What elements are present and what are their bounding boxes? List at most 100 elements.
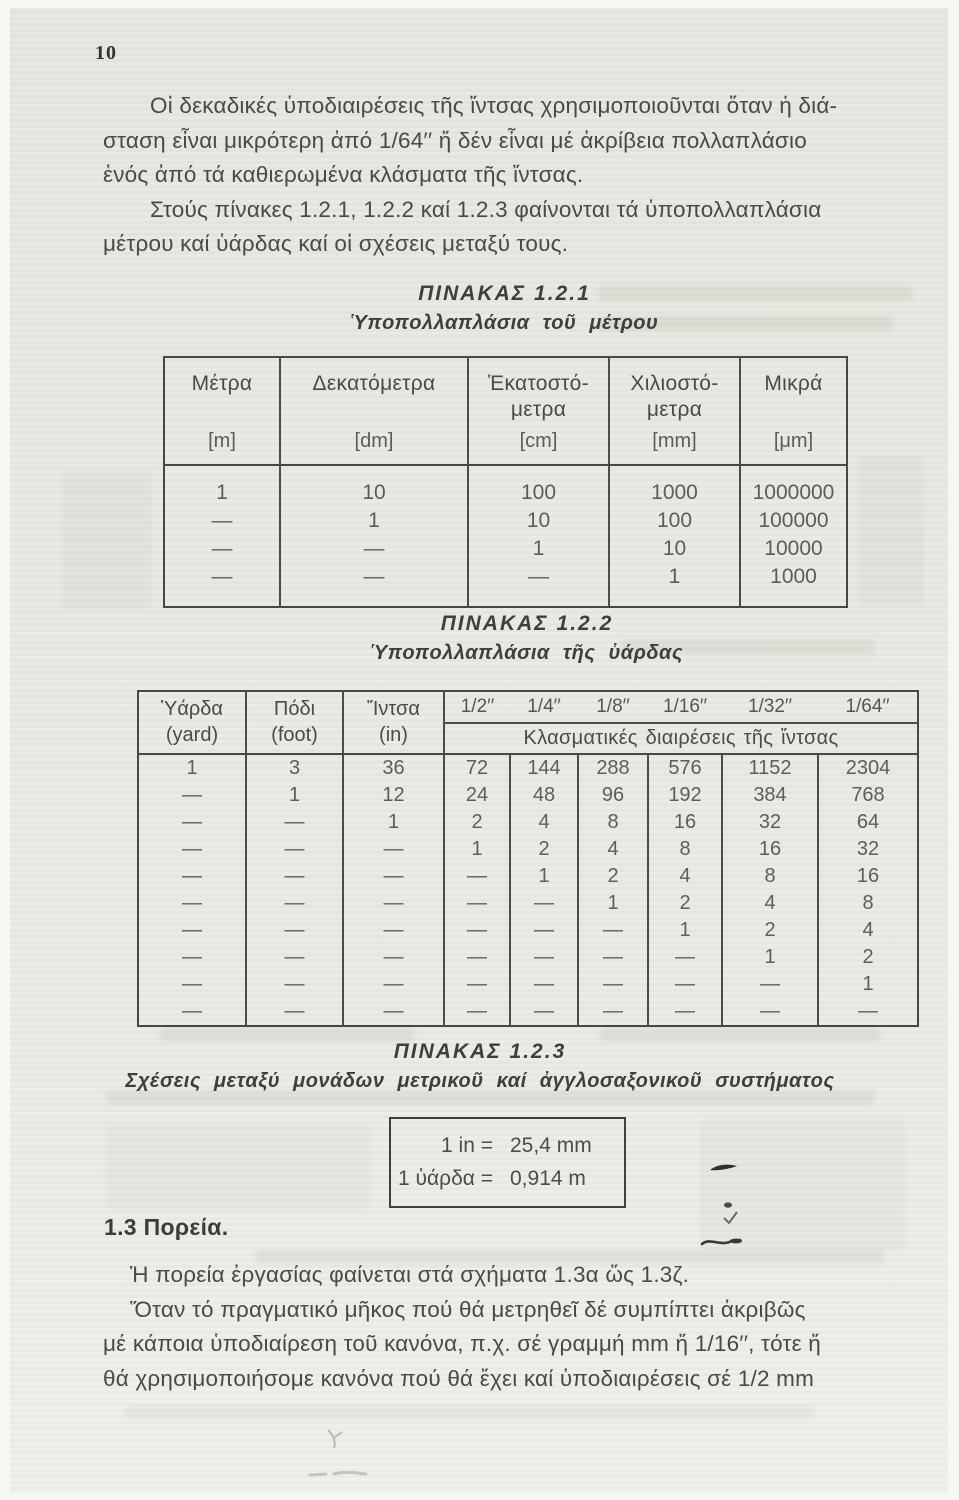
- text-line: Ἡ πορεία ἐργασίας φαίνεται στά σχήματα 1…: [130, 1262, 690, 1287]
- table-subtitle: Ὑποπολλαπλάσια τῆς ὑάρδας: [370, 642, 684, 664]
- cell: 192: [647, 782, 722, 809]
- cell: —: [182, 946, 202, 968]
- header-row: Μέτρα [m] Δεκατόμετρα [dm] Ἑκατοστό-μετρα […: [164, 357, 847, 466]
- cell: —: [509, 944, 578, 971]
- cell: —: [245, 836, 343, 863]
- header-label: Δεκατόμετρα: [312, 372, 436, 395]
- table-row: 1 10 100 1000 1000000: [164, 465, 847, 507]
- header-cell: Μέτρα [m]: [164, 357, 280, 466]
- cell: —: [647, 998, 722, 1026]
- cell: 12: [342, 782, 444, 809]
- text-line: μέτρου καί ὑάρδας καί οἱ σχέσεις μεταξύ …: [103, 231, 569, 257]
- cell: 48: [509, 782, 578, 809]
- cell: —: [182, 973, 202, 995]
- table-row: — — — — — — — — —: [138, 998, 918, 1026]
- bleed-through: [105, 1125, 370, 1210]
- cell: 1: [608, 563, 740, 607]
- cell: 10: [279, 465, 468, 507]
- cell: 1000000: [739, 465, 847, 507]
- cell: —: [647, 944, 722, 971]
- cell: —: [817, 998, 918, 1026]
- cell: 16: [817, 863, 918, 890]
- cell: 10: [608, 535, 740, 563]
- cell: —: [245, 971, 343, 998]
- cell: 16: [721, 836, 818, 863]
- fraction-header: 1/32′′: [722, 691, 818, 724]
- cell: 1: [216, 481, 228, 504]
- pencil-mark: [327, 1429, 343, 1449]
- table-1-2-1: Μέτρα [m] Δεκατόμετρα [dm] Ἑκατοστό-μετρα […: [163, 356, 848, 608]
- cell: —: [182, 1000, 202, 1022]
- text-line: μέ κάποια ὑποδιαίρεση τοῦ κανόνα, π.χ. σ…: [103, 1331, 821, 1357]
- text-line: θά χρησιμοποιήσομε κανόνα πού θά ἔχει κα…: [103, 1365, 815, 1391]
- cell: 1: [467, 535, 609, 563]
- header-label: μετρα: [646, 398, 703, 421]
- cell: —: [245, 998, 343, 1026]
- ink-mark: [710, 1164, 737, 1171]
- cell: 2: [817, 944, 918, 971]
- cell: 2: [577, 863, 648, 890]
- table-1-2-1-caption: ΠΙΝΑΚΑΣ 1.2.1 Ὑποπολλαπλάσια τοῦ μέτρου: [163, 282, 846, 335]
- cell: —: [245, 863, 343, 890]
- cell: —: [577, 944, 648, 971]
- cell: 1: [721, 944, 818, 971]
- cell: —: [245, 917, 343, 944]
- cell: —: [509, 971, 578, 998]
- bleed-through: [255, 1250, 885, 1264]
- cell: 10: [467, 507, 609, 535]
- header-unit: (yard): [165, 724, 219, 746]
- cell: —: [509, 890, 578, 917]
- header-label: μετρα: [510, 398, 567, 421]
- cell: —: [182, 811, 202, 833]
- cell: —: [443, 863, 510, 890]
- cell: —: [342, 998, 444, 1026]
- cell: —: [342, 890, 444, 917]
- header-unit: (in): [379, 724, 408, 746]
- section-heading: 1.3 Πορεία.: [104, 1214, 229, 1240]
- ink-mark: [700, 1238, 742, 1246]
- cell: —: [211, 537, 233, 560]
- cell: 1: [443, 836, 510, 863]
- cell: 384: [721, 782, 818, 809]
- page-number: 10: [95, 42, 117, 64]
- cell: 36: [342, 754, 444, 782]
- cell: 1: [342, 809, 444, 836]
- cell: 4: [817, 917, 918, 944]
- cell: 144: [509, 754, 578, 782]
- header-unit: [μm]: [773, 430, 814, 452]
- header-cell: Ἑκατοστό-μετρα [cm]: [467, 357, 609, 466]
- table-1-2-2-caption: ΠΙΝΑΚΑΣ 1.2.2 Ὑποπολλαπλάσια τῆς ὑάρδας: [137, 612, 917, 665]
- header-cell: Ὑάρδα (yard): [138, 691, 246, 755]
- header-label: Μέτρα: [191, 372, 253, 395]
- cell: —: [577, 917, 648, 944]
- cell: —: [577, 971, 648, 998]
- cell: —: [443, 998, 510, 1026]
- cell: 1: [279, 507, 468, 535]
- cell: 100: [608, 507, 740, 535]
- conversion-rhs: 25,4 mm: [510, 1134, 592, 1157]
- table-row: — — —1 2 4 8 16 32: [138, 836, 918, 863]
- cell: —: [443, 890, 510, 917]
- table-title: ΠΙΝΑΚΑΣ 1.2.3: [393, 1040, 567, 1063]
- bleed-through: [700, 1120, 905, 1250]
- cell: 100000: [739, 507, 847, 535]
- text-line: Οἱ δεκαδικές ὑποδιαιρέσεις τῆς ἴντσας χρ…: [150, 93, 838, 118]
- header-cell: Χιλιοστό-μετρα [mm]: [608, 357, 740, 466]
- table-row: — — — — — — —1 2: [138, 944, 918, 971]
- cell: 16: [647, 809, 722, 836]
- cell: 4: [721, 890, 818, 917]
- cell: —: [342, 971, 444, 998]
- cell: —: [182, 838, 202, 860]
- cell: 3: [245, 754, 343, 782]
- cell: 96: [577, 782, 648, 809]
- fraction-header: 1/16′′: [648, 691, 722, 724]
- cell: —: [211, 509, 233, 532]
- cell: —: [443, 917, 510, 944]
- bleed-through: [620, 640, 875, 654]
- table-title: ΠΙΝΑΚΑΣ 1.2.2: [440, 612, 614, 635]
- cell: 100: [467, 465, 609, 507]
- cell: —: [342, 863, 444, 890]
- header-cell: Δεκατόμετρα [dm]: [279, 357, 468, 466]
- cell: 1: [186, 757, 198, 779]
